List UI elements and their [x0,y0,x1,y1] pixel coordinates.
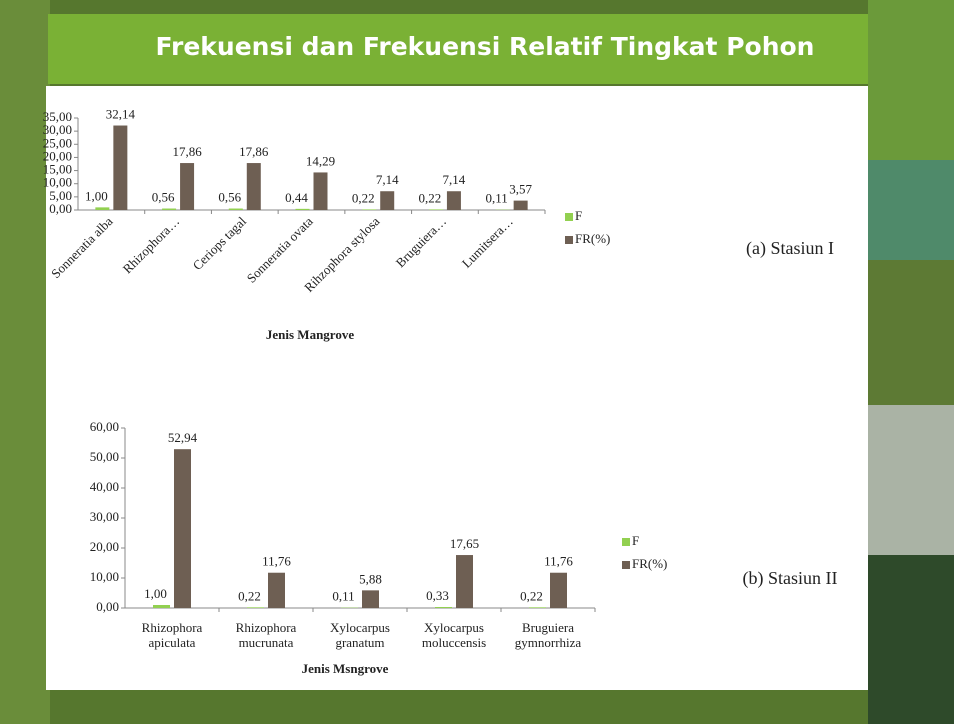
value-label: 7,14 [443,172,466,187]
slide-title: Frekuensi dan Frekuensi Relatif Tingkat … [156,32,815,61]
legend-label: FR(%) [632,556,667,571]
x-axis-label: Jenis Mangrove [266,327,354,342]
legend-swatch [565,236,573,244]
y-tick-label: 0,00 [96,599,119,614]
photo [868,405,954,555]
value-label: 0,56 [152,190,175,205]
value-label: 17,86 [172,144,202,159]
value-label: 1,00 [144,586,167,601]
value-label: 17,86 [239,144,269,159]
value-label: 0,11 [486,191,508,206]
bar [162,208,177,210]
legend-swatch [565,213,573,221]
y-tick-label: 5,00 [49,188,72,203]
legend-label: FR(%) [575,231,610,246]
y-tick-label: 35,00 [43,109,72,124]
value-label: 0,11 [332,589,354,604]
x-tick-label: Bruguiera gymnorrhiza [514,620,582,650]
bar [246,163,261,210]
legend-label: F [575,208,582,223]
value-label: 11,76 [262,554,291,569]
value-label: 14,29 [306,153,335,168]
bar [435,607,452,608]
y-tick-label: 25,00 [43,135,72,150]
value-label: 1,00 [85,188,108,203]
y-tick-label: 10,00 [90,569,119,584]
legend-label: F [632,533,639,548]
value-label: 3,57 [509,182,532,197]
value-label: 0,22 [238,588,261,603]
y-tick-label: 30,00 [43,122,72,137]
photo [868,160,954,260]
left-band [0,0,50,724]
y-tick-label: 15,00 [43,162,72,177]
value-label: 5,88 [359,571,382,586]
bar [95,207,110,210]
bar [550,572,567,608]
y-tick-label: 20,00 [90,539,119,554]
bar [313,172,328,210]
x-tick-label: Xylocarpus granatum [330,620,390,650]
value-label: 0,22 [520,588,543,603]
value-label: 17,65 [450,536,479,551]
y-tick-label: 40,00 [90,479,119,494]
bar [153,605,170,608]
bar [268,572,285,608]
legend-swatch [622,561,630,569]
value-label: 52,94 [168,430,198,445]
y-tick-label: 50,00 [90,449,119,464]
y-tick-label: 30,00 [90,509,119,524]
bar [247,607,264,608]
value-label: 0,44 [285,190,308,205]
panel-label: (b) Stasiun II [743,568,838,589]
bar [513,200,528,210]
legend-swatch [622,538,630,546]
y-tick-label: 20,00 [43,148,72,163]
bar [428,209,443,210]
photo [868,0,954,160]
value-label: 0,56 [218,190,241,205]
value-label: 11,76 [544,554,573,569]
bar [446,191,461,210]
value-label: 7,14 [376,172,399,187]
photo [868,260,954,405]
value-label: 32,14 [106,107,136,122]
x-tick-label: Rhizophora apiculata [141,620,203,650]
y-tick-label: 60,00 [90,419,119,434]
x-axis-label: Jenis Msngrove [302,661,389,676]
bar [113,125,128,210]
bar [174,449,191,608]
value-label: 0,22 [419,190,442,205]
photo [868,555,954,724]
bar [362,209,377,210]
x-tick-label: Xylocarpus moluccensis [421,620,487,650]
title-bar [48,14,870,84]
bar [295,208,310,210]
bar [180,163,195,210]
bar [362,590,379,608]
value-label: 0,22 [352,190,375,205]
bar [380,191,395,210]
bar [529,607,546,608]
bar [228,208,243,210]
value-label: 0,33 [426,588,449,603]
panel-label: (a) Stasiun I [746,238,834,259]
bar [456,555,473,608]
x-tick-label: Rhizophora mucrunata [235,620,297,650]
y-tick-label: 0,00 [49,201,72,216]
y-tick-label: 10,00 [43,175,72,190]
